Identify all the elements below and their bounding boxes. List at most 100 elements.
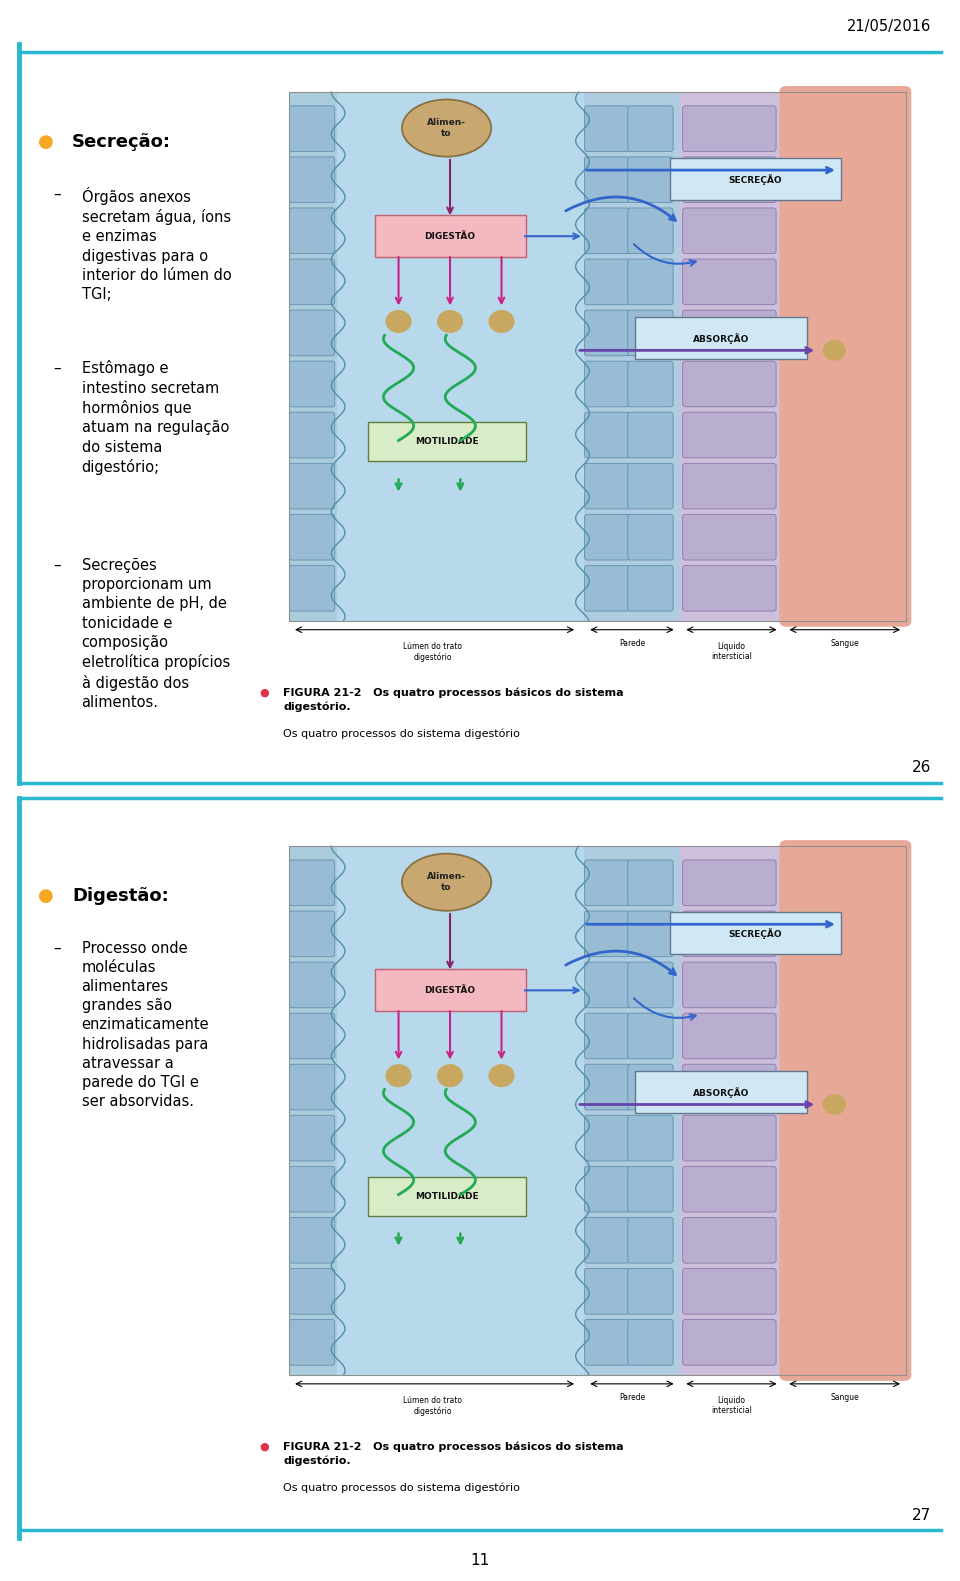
FancyBboxPatch shape bbox=[780, 85, 911, 626]
Circle shape bbox=[824, 1096, 846, 1115]
Text: ABSORÇÃO: ABSORÇÃO bbox=[693, 1088, 750, 1097]
Text: Secreções
proporcionam um
ambiente de pH, de
tonicidade e
composição
eletrolític: Secreções proporcionam um ambiente de pH… bbox=[82, 558, 229, 710]
FancyBboxPatch shape bbox=[780, 840, 911, 1380]
Text: Os quatro processos do sistema digestório: Os quatro processos do sistema digestóri… bbox=[283, 1483, 520, 1494]
FancyBboxPatch shape bbox=[683, 963, 776, 1007]
FancyBboxPatch shape bbox=[628, 1217, 673, 1263]
FancyBboxPatch shape bbox=[683, 1013, 776, 1059]
FancyBboxPatch shape bbox=[628, 310, 673, 356]
FancyBboxPatch shape bbox=[683, 1320, 776, 1366]
Text: Líquido
intersticial: Líquido intersticial bbox=[711, 1396, 752, 1415]
FancyBboxPatch shape bbox=[683, 310, 776, 356]
FancyBboxPatch shape bbox=[289, 860, 335, 906]
FancyBboxPatch shape bbox=[683, 860, 776, 906]
FancyBboxPatch shape bbox=[289, 259, 335, 305]
FancyBboxPatch shape bbox=[374, 969, 525, 1012]
FancyBboxPatch shape bbox=[585, 259, 630, 305]
Circle shape bbox=[386, 1066, 411, 1086]
FancyBboxPatch shape bbox=[683, 911, 776, 957]
FancyBboxPatch shape bbox=[289, 413, 335, 458]
Bar bbox=[289, 92, 906, 621]
FancyBboxPatch shape bbox=[683, 413, 776, 458]
FancyBboxPatch shape bbox=[683, 360, 776, 406]
Bar bbox=[783, 846, 906, 1375]
FancyBboxPatch shape bbox=[585, 209, 630, 253]
FancyBboxPatch shape bbox=[683, 566, 776, 612]
FancyBboxPatch shape bbox=[368, 1176, 525, 1216]
FancyBboxPatch shape bbox=[585, 1115, 630, 1160]
Text: FIGURA 21-2   Os quatro processos básicos do sistema
digestório.: FIGURA 21-2 Os quatro processos básicos … bbox=[283, 688, 624, 711]
Text: 21/05/2016: 21/05/2016 bbox=[847, 19, 931, 33]
FancyBboxPatch shape bbox=[585, 1013, 630, 1059]
FancyBboxPatch shape bbox=[628, 1115, 673, 1160]
FancyBboxPatch shape bbox=[585, 1064, 630, 1110]
FancyBboxPatch shape bbox=[289, 1268, 335, 1314]
Bar bbox=[289, 846, 906, 1375]
FancyBboxPatch shape bbox=[585, 1217, 630, 1263]
FancyBboxPatch shape bbox=[628, 963, 673, 1007]
FancyBboxPatch shape bbox=[289, 911, 335, 957]
Text: DIGESTÃO: DIGESTÃO bbox=[424, 232, 475, 240]
Circle shape bbox=[438, 311, 463, 332]
FancyBboxPatch shape bbox=[683, 514, 776, 560]
FancyBboxPatch shape bbox=[585, 514, 630, 560]
Text: –: – bbox=[53, 187, 60, 201]
Bar bbox=[584, 846, 680, 1375]
Circle shape bbox=[386, 311, 411, 332]
Text: ●: ● bbox=[259, 1442, 269, 1451]
Circle shape bbox=[490, 1066, 514, 1086]
FancyBboxPatch shape bbox=[585, 860, 630, 906]
FancyBboxPatch shape bbox=[289, 209, 335, 253]
Ellipse shape bbox=[402, 854, 492, 911]
Text: FIGURA 21-2   Os quatro processos básicos do sistema
digestório.: FIGURA 21-2 Os quatro processos básicos … bbox=[283, 1442, 624, 1466]
FancyBboxPatch shape bbox=[628, 566, 673, 612]
Text: Sangue: Sangue bbox=[830, 1393, 859, 1402]
FancyBboxPatch shape bbox=[628, 360, 673, 406]
FancyBboxPatch shape bbox=[289, 1320, 335, 1366]
FancyBboxPatch shape bbox=[683, 463, 776, 509]
FancyBboxPatch shape bbox=[585, 413, 630, 458]
Text: 26: 26 bbox=[912, 760, 931, 775]
FancyBboxPatch shape bbox=[636, 1072, 807, 1113]
Text: Sangue: Sangue bbox=[830, 639, 859, 648]
FancyBboxPatch shape bbox=[585, 157, 630, 202]
FancyBboxPatch shape bbox=[289, 1115, 335, 1160]
FancyBboxPatch shape bbox=[585, 106, 630, 152]
FancyBboxPatch shape bbox=[289, 963, 335, 1007]
Text: Lúmen do trato
digestório: Lúmen do trato digestório bbox=[403, 1396, 463, 1417]
Text: Órgãos anexos
secretam água, íons
e enzimas
digestivas para o
interior do lúmen : Órgãos anexos secretam água, íons e enzi… bbox=[82, 187, 231, 302]
FancyBboxPatch shape bbox=[289, 1167, 335, 1213]
Bar bbox=[289, 846, 337, 1375]
Text: Estômago e
intestino secretam
hormônios que
atuam na regulação
do sistema
digest: Estômago e intestino secretam hormônios … bbox=[82, 360, 229, 476]
FancyBboxPatch shape bbox=[628, 1320, 673, 1366]
Text: ●: ● bbox=[38, 133, 54, 152]
Bar bbox=[783, 92, 906, 621]
Bar bbox=[289, 92, 584, 621]
FancyBboxPatch shape bbox=[636, 318, 807, 359]
FancyBboxPatch shape bbox=[374, 215, 525, 258]
FancyBboxPatch shape bbox=[628, 413, 673, 458]
FancyBboxPatch shape bbox=[289, 360, 335, 406]
FancyBboxPatch shape bbox=[628, 911, 673, 957]
Text: Parede: Parede bbox=[619, 639, 645, 648]
FancyBboxPatch shape bbox=[585, 360, 630, 406]
FancyBboxPatch shape bbox=[628, 1268, 673, 1314]
Text: Digestão:: Digestão: bbox=[72, 887, 169, 906]
FancyBboxPatch shape bbox=[585, 1320, 630, 1366]
FancyBboxPatch shape bbox=[628, 860, 673, 906]
FancyBboxPatch shape bbox=[289, 514, 335, 560]
FancyBboxPatch shape bbox=[628, 514, 673, 560]
FancyBboxPatch shape bbox=[628, 463, 673, 509]
Text: Lúmen do trato
digestório: Lúmen do trato digestório bbox=[403, 642, 463, 662]
FancyBboxPatch shape bbox=[585, 310, 630, 356]
Text: DIGESTÃO: DIGESTÃO bbox=[424, 987, 475, 994]
FancyBboxPatch shape bbox=[585, 1167, 630, 1213]
Circle shape bbox=[438, 1066, 463, 1086]
Text: SECREÇÃO: SECREÇÃO bbox=[729, 928, 782, 939]
FancyBboxPatch shape bbox=[289, 1013, 335, 1059]
Text: 11: 11 bbox=[470, 1554, 490, 1568]
Bar bbox=[680, 92, 783, 621]
FancyBboxPatch shape bbox=[628, 1167, 673, 1213]
FancyBboxPatch shape bbox=[628, 259, 673, 305]
Text: Os quatro processos do sistema digestório: Os quatro processos do sistema digestóri… bbox=[283, 729, 520, 740]
